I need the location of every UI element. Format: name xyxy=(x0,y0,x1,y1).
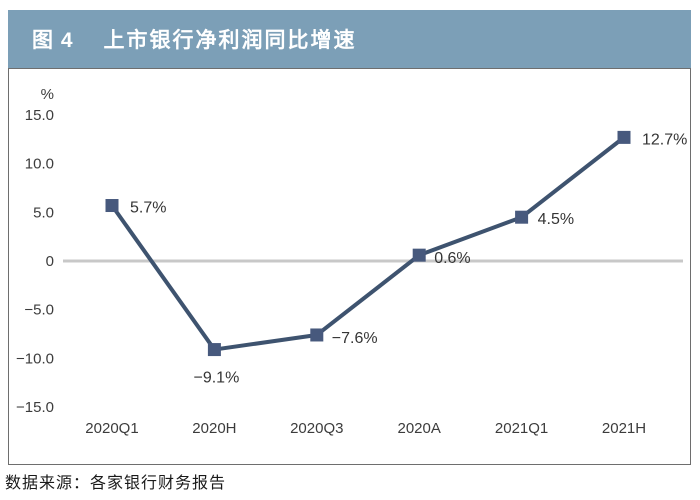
line-chart: % 15.0 10.0 5.0 0 −5.0 −10.0 −15.0 5.7% −9.1% −7.6… xyxy=(16,86,687,437)
y-axis-tick-label: −5.0 xyxy=(24,302,54,319)
x-axis-category-label: 2020Q3 xyxy=(290,420,343,437)
y-axis-tick-label: 0 xyxy=(46,253,54,270)
data-point-marker xyxy=(207,343,221,357)
data-point-label: 4.5% xyxy=(538,211,574,228)
y-axis-tick-label: −10.0 xyxy=(16,350,54,367)
data-point-marker xyxy=(617,130,631,144)
figure-title: 上市银行净利润同比增速 xyxy=(103,29,357,52)
figure-title-bar: 图 4 上市银行净利润同比增速 xyxy=(8,10,691,68)
x-axis-category-label: 2020Q1 xyxy=(85,420,138,437)
data-point-marker xyxy=(412,248,426,262)
data-point-label: 0.6% xyxy=(434,250,470,267)
data-point-marker xyxy=(310,328,324,342)
data-point-label: 5.7% xyxy=(130,200,166,217)
x-axis-category-label: 2021Q1 xyxy=(495,420,548,437)
data-source-note: 数据来源：各家银行财务报告 xyxy=(5,475,227,492)
data-point-label: −9.1% xyxy=(193,370,239,387)
x-axis-category-label: 2020H xyxy=(192,420,236,437)
x-axis-category-label: 2020A xyxy=(398,420,441,437)
figure-number: 图 4 xyxy=(32,29,74,52)
data-point-marker xyxy=(105,199,119,213)
x-axis-category-label: 2021H xyxy=(602,420,646,437)
data-point-marker xyxy=(515,210,529,224)
series-line xyxy=(110,135,626,352)
y-axis-tick-label: 10.0 xyxy=(25,156,54,173)
y-axis-tick-label: −15.0 xyxy=(16,399,54,416)
y-axis-unit-label: % xyxy=(41,86,54,103)
chart-area: % 15.0 10.0 5.0 0 −5.0 −10.0 −15.0 5.7% −9.1% −7.6… xyxy=(8,68,691,465)
y-axis-tick-label: 5.0 xyxy=(33,204,54,221)
data-point-label: −7.6% xyxy=(332,330,378,347)
data-point-label: 12.7% xyxy=(642,131,687,148)
y-axis-tick-label: 15.0 xyxy=(25,107,54,124)
